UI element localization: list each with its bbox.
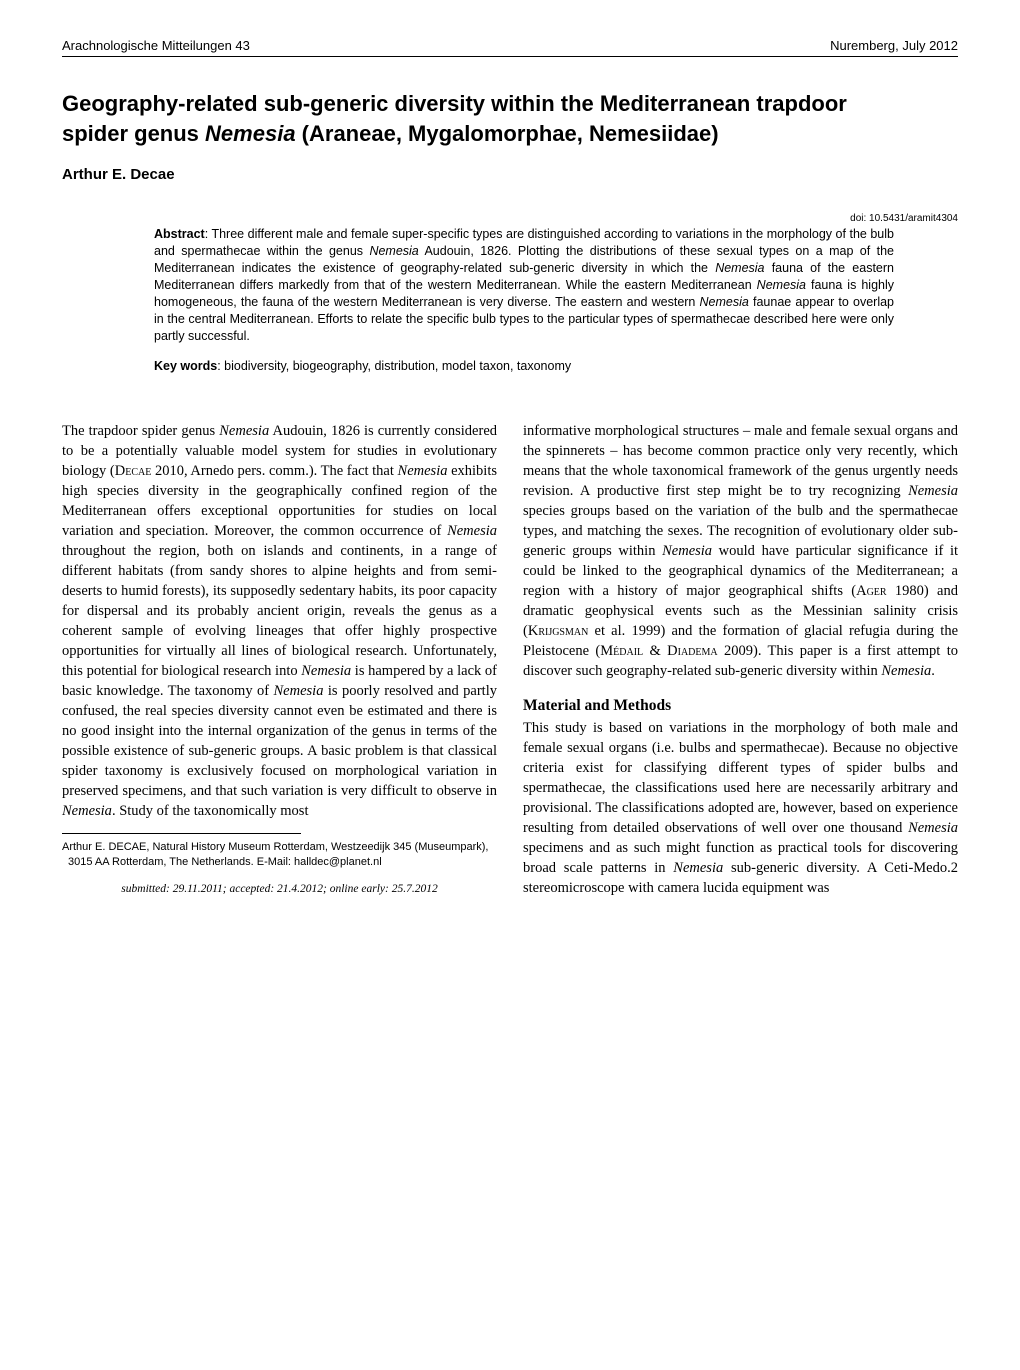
lc-t-a: The trapdoor spider genus	[62, 423, 219, 439]
lc-genus-1: Nemesia	[219, 423, 269, 439]
keywords-text: : biodiversity, biogeography, distributi…	[217, 359, 571, 373]
left-column-body: The trapdoor spider genus Nemesia Audoui…	[62, 421, 497, 822]
title-line-2-pre: spider genus	[62, 121, 205, 146]
lc-t-e: throughout the region, both on islands a…	[62, 543, 497, 679]
rc-author-ref-2: Krijgsman	[528, 623, 588, 639]
rc-genus-3: Nemesia	[881, 663, 931, 679]
section-heading-materials: Material and Methods	[523, 695, 958, 716]
body-columns: The trapdoor spider genus Nemesia Audoui…	[62, 421, 958, 898]
right-paragraph-1: informative morphological structures – m…	[523, 421, 958, 681]
lc-t-c: 2010, Arnedo pers. comm.). The fact that	[151, 463, 397, 479]
submission-dates: submitted: 29.11.2011; accepted: 21.4.20…	[62, 882, 497, 898]
lc-genus-4: Nemesia	[301, 663, 351, 679]
rc-author-ref-1: Ager	[856, 583, 886, 599]
abstract-genus-1: Nemesia	[369, 244, 418, 258]
keywords-label: Key words	[154, 359, 217, 373]
rc2-genus-1: Nemesia	[908, 820, 958, 836]
lc-t-g: is poorly resolved and partly confused, …	[62, 683, 497, 799]
author-affiliation: Arthur E. DECAE, Natural History Museum …	[62, 840, 497, 870]
right-paragraph-2: This study is based on variations in the…	[523, 718, 958, 898]
lc-author-ref-1: Decae	[115, 463, 152, 479]
running-header: Arachnologische Mitteilungen 43 Nurember…	[62, 38, 958, 57]
title-line-1: Geography-related sub-generic diversity …	[62, 91, 847, 116]
abstract-label: Abstract	[154, 227, 205, 241]
abstract-genus-4: Nemesia	[700, 295, 749, 309]
left-column: The trapdoor spider genus Nemesia Audoui…	[62, 421, 497, 898]
right-column: informative morphological structures – m…	[523, 421, 958, 898]
abstract: Abstract: Three different male and femal…	[62, 226, 958, 344]
left-paragraph-1: The trapdoor spider genus Nemesia Audoui…	[62, 421, 497, 821]
title-line-2-post: (Araneae, Mygalomorphae, Nemesiidae)	[296, 121, 719, 146]
title-genus: Nemesia	[205, 121, 296, 146]
rc-t-g: .	[931, 663, 935, 679]
lc-genus-2: Nemesia	[398, 463, 448, 479]
lc-genus-5: Nemesia	[274, 683, 324, 699]
lc-genus-3: Nemesia	[447, 523, 497, 539]
doi: doi: 10.5431/aramit4304	[62, 213, 958, 224]
abstract-genus-3: Nemesia	[757, 278, 806, 292]
abstract-genus-2: Nemesia	[715, 261, 764, 275]
footnote-rule	[62, 833, 301, 834]
rc-genus-1: Nemesia	[908, 483, 958, 499]
rc-t-a: informative morphological structures – m…	[523, 423, 958, 499]
rc2-t-a: This study is based on variations in the…	[523, 720, 958, 836]
article-title: Geography-related sub-generic diversity …	[62, 89, 958, 148]
lc-genus-6: Nemesia	[62, 803, 112, 819]
rc-genus-2: Nemesia	[662, 543, 712, 559]
author-name: Arthur E. Decae	[62, 166, 958, 183]
keywords: Key words: biodiversity, biogeography, d…	[62, 359, 958, 373]
journal-name: Arachnologische Mitteilungen 43	[62, 38, 250, 53]
rc-author-ref-3: Médail & Diadema	[600, 643, 717, 659]
rc2-genus-2: Nemesia	[673, 860, 723, 876]
lc-t-h: . Study of the taxonomically most	[112, 803, 309, 819]
issue-info: Nuremberg, July 2012	[830, 38, 958, 53]
